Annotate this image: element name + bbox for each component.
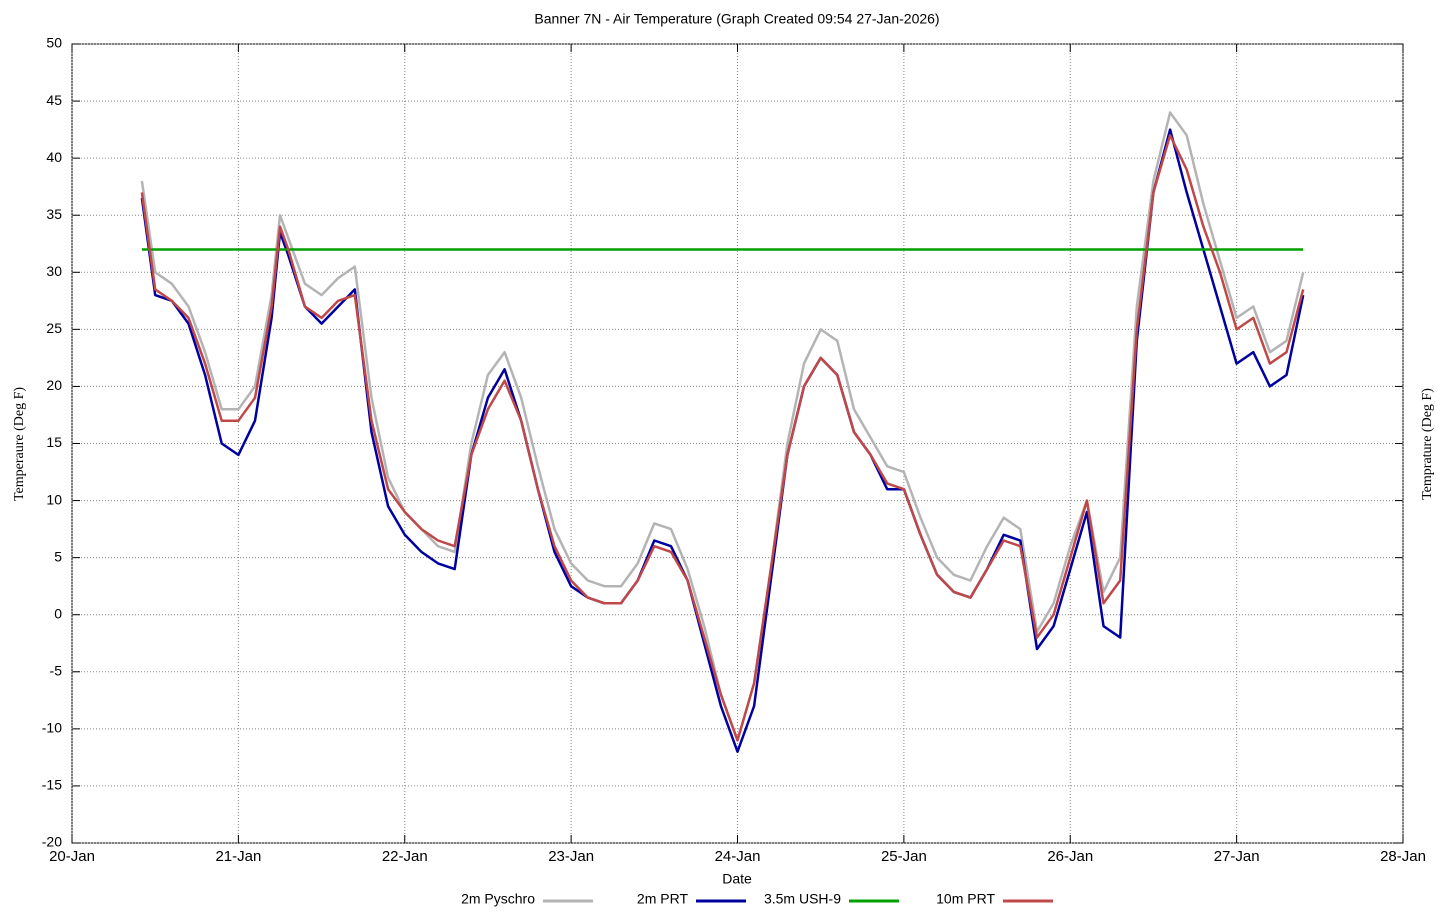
x-axis-label: Date <box>722 871 752 887</box>
y-tick-label: 10 <box>46 491 62 507</box>
x-tick-label: 21-Jan <box>215 848 261 865</box>
y2-axis-label: Temprature (Deg F) <box>1420 388 1435 500</box>
y-tick-label: 5 <box>54 548 62 564</box>
x-tick-label: 26-Jan <box>1047 848 1093 865</box>
series-line <box>140 128 1305 753</box>
chart-title: Banner 7N - Air Temperature (Graph Creat… <box>534 11 939 27</box>
x-tick-label: 22-Jan <box>382 848 428 865</box>
y-tick-label: -20 <box>42 834 62 850</box>
y-tick-label: 30 <box>46 263 62 279</box>
y-tick-label: -15 <box>42 777 62 793</box>
y-tick-label: 50 <box>46 35 62 51</box>
legend-label: 2m PRT <box>637 891 689 907</box>
legend-label: 3.5m USH-9 <box>764 891 841 907</box>
x-tick-label: 27-Jan <box>1214 848 1260 865</box>
x-tick-label: 23-Jan <box>548 848 594 865</box>
y-tick-label: -10 <box>42 720 62 736</box>
y-tick-label: -5 <box>50 662 63 678</box>
series-line <box>140 111 1305 742</box>
y-tick-label: 15 <box>46 434 62 450</box>
x-tick-label: 24-Jan <box>715 848 761 865</box>
x-tick-label: 28-Jan <box>1380 848 1426 865</box>
y-tick-label: 0 <box>54 605 62 621</box>
y-tick-label: 35 <box>46 206 62 222</box>
y-axis-label: Temperaure (Deg F) <box>12 387 27 501</box>
series-line <box>140 134 1305 742</box>
y-tick-label: 20 <box>46 377 62 393</box>
y-tick-label: 25 <box>46 320 62 336</box>
y-tick-label: 45 <box>46 92 62 108</box>
x-tick-label: 25-Jan <box>881 848 927 865</box>
legend-label: 10m PRT <box>936 891 995 907</box>
y-tick-label: 40 <box>46 149 62 165</box>
legend-label: 2m Pyschro <box>461 891 535 907</box>
x-tick-label: 20-Jan <box>49 848 95 865</box>
